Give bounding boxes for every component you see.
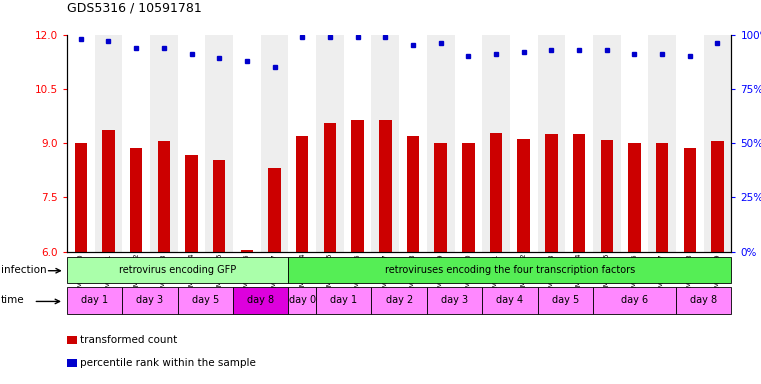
Text: day 3: day 3 [441, 295, 468, 305]
Bar [676, 35, 704, 252]
Bar [67, 35, 94, 252]
Bar [123, 35, 150, 252]
Bar [593, 35, 621, 252]
Bar [517, 139, 530, 252]
Bar [288, 287, 316, 314]
Bar [676, 287, 731, 314]
Bar [178, 35, 205, 252]
Bar [352, 119, 364, 252]
Bar [490, 133, 502, 252]
Bar [178, 287, 233, 314]
Bar [482, 287, 537, 314]
Bar [94, 35, 123, 252]
Bar [462, 143, 475, 252]
Text: retroviruses encoding the four transcription factors: retroviruses encoding the four transcrip… [385, 265, 635, 275]
Bar [205, 35, 233, 252]
Bar [316, 35, 344, 252]
Text: retrovirus encoding GFP: retrovirus encoding GFP [119, 265, 237, 275]
Bar [435, 143, 447, 252]
Bar [454, 35, 482, 252]
Text: day 6: day 6 [621, 295, 648, 305]
Text: percentile rank within the sample: percentile rank within the sample [80, 358, 256, 368]
Bar [67, 257, 288, 283]
Text: time: time [1, 295, 24, 305]
Text: transformed count: transformed count [80, 335, 177, 345]
Text: day 0: day 0 [288, 295, 316, 305]
Bar [565, 35, 593, 252]
Bar [537, 287, 593, 314]
Bar [593, 287, 676, 314]
Text: day 4: day 4 [496, 295, 524, 305]
Bar [344, 35, 371, 252]
Bar [316, 287, 371, 314]
Bar [213, 161, 225, 252]
Bar [233, 35, 261, 252]
Text: GDS5316 / 10591781: GDS5316 / 10591781 [67, 2, 202, 15]
Bar [427, 287, 482, 314]
Text: day 5: day 5 [192, 295, 219, 305]
Bar [240, 250, 253, 252]
Bar [288, 257, 731, 283]
Bar [510, 35, 537, 252]
Bar [656, 143, 668, 252]
Bar [537, 35, 565, 252]
Bar [269, 168, 281, 252]
Bar [296, 136, 308, 252]
Text: day 8: day 8 [690, 295, 717, 305]
Bar [130, 149, 142, 252]
Text: infection: infection [1, 265, 46, 275]
Bar [75, 143, 87, 252]
Bar [261, 35, 288, 252]
Bar [379, 119, 391, 252]
Bar [407, 136, 419, 252]
Text: day 8: day 8 [247, 295, 274, 305]
Bar [545, 134, 558, 252]
Bar [186, 155, 198, 252]
Bar [648, 35, 676, 252]
Bar [158, 141, 170, 252]
Bar [399, 35, 427, 252]
Bar [621, 35, 648, 252]
Bar [427, 35, 454, 252]
Bar [67, 287, 123, 314]
Bar [150, 35, 178, 252]
Bar [288, 35, 316, 252]
Bar [712, 141, 724, 252]
Bar [123, 287, 178, 314]
Bar [629, 143, 641, 252]
Text: day 3: day 3 [136, 295, 164, 305]
Bar [704, 35, 731, 252]
Bar [371, 35, 399, 252]
Text: day 5: day 5 [552, 295, 579, 305]
Bar [233, 287, 288, 314]
Text: day 1: day 1 [330, 295, 358, 305]
Bar [482, 35, 510, 252]
Bar [371, 287, 427, 314]
Text: day 1: day 1 [81, 295, 108, 305]
Text: day 2: day 2 [386, 295, 412, 305]
Bar [600, 140, 613, 252]
Bar [102, 131, 115, 252]
Bar [323, 123, 336, 252]
Bar [573, 134, 585, 252]
Bar [683, 149, 696, 252]
